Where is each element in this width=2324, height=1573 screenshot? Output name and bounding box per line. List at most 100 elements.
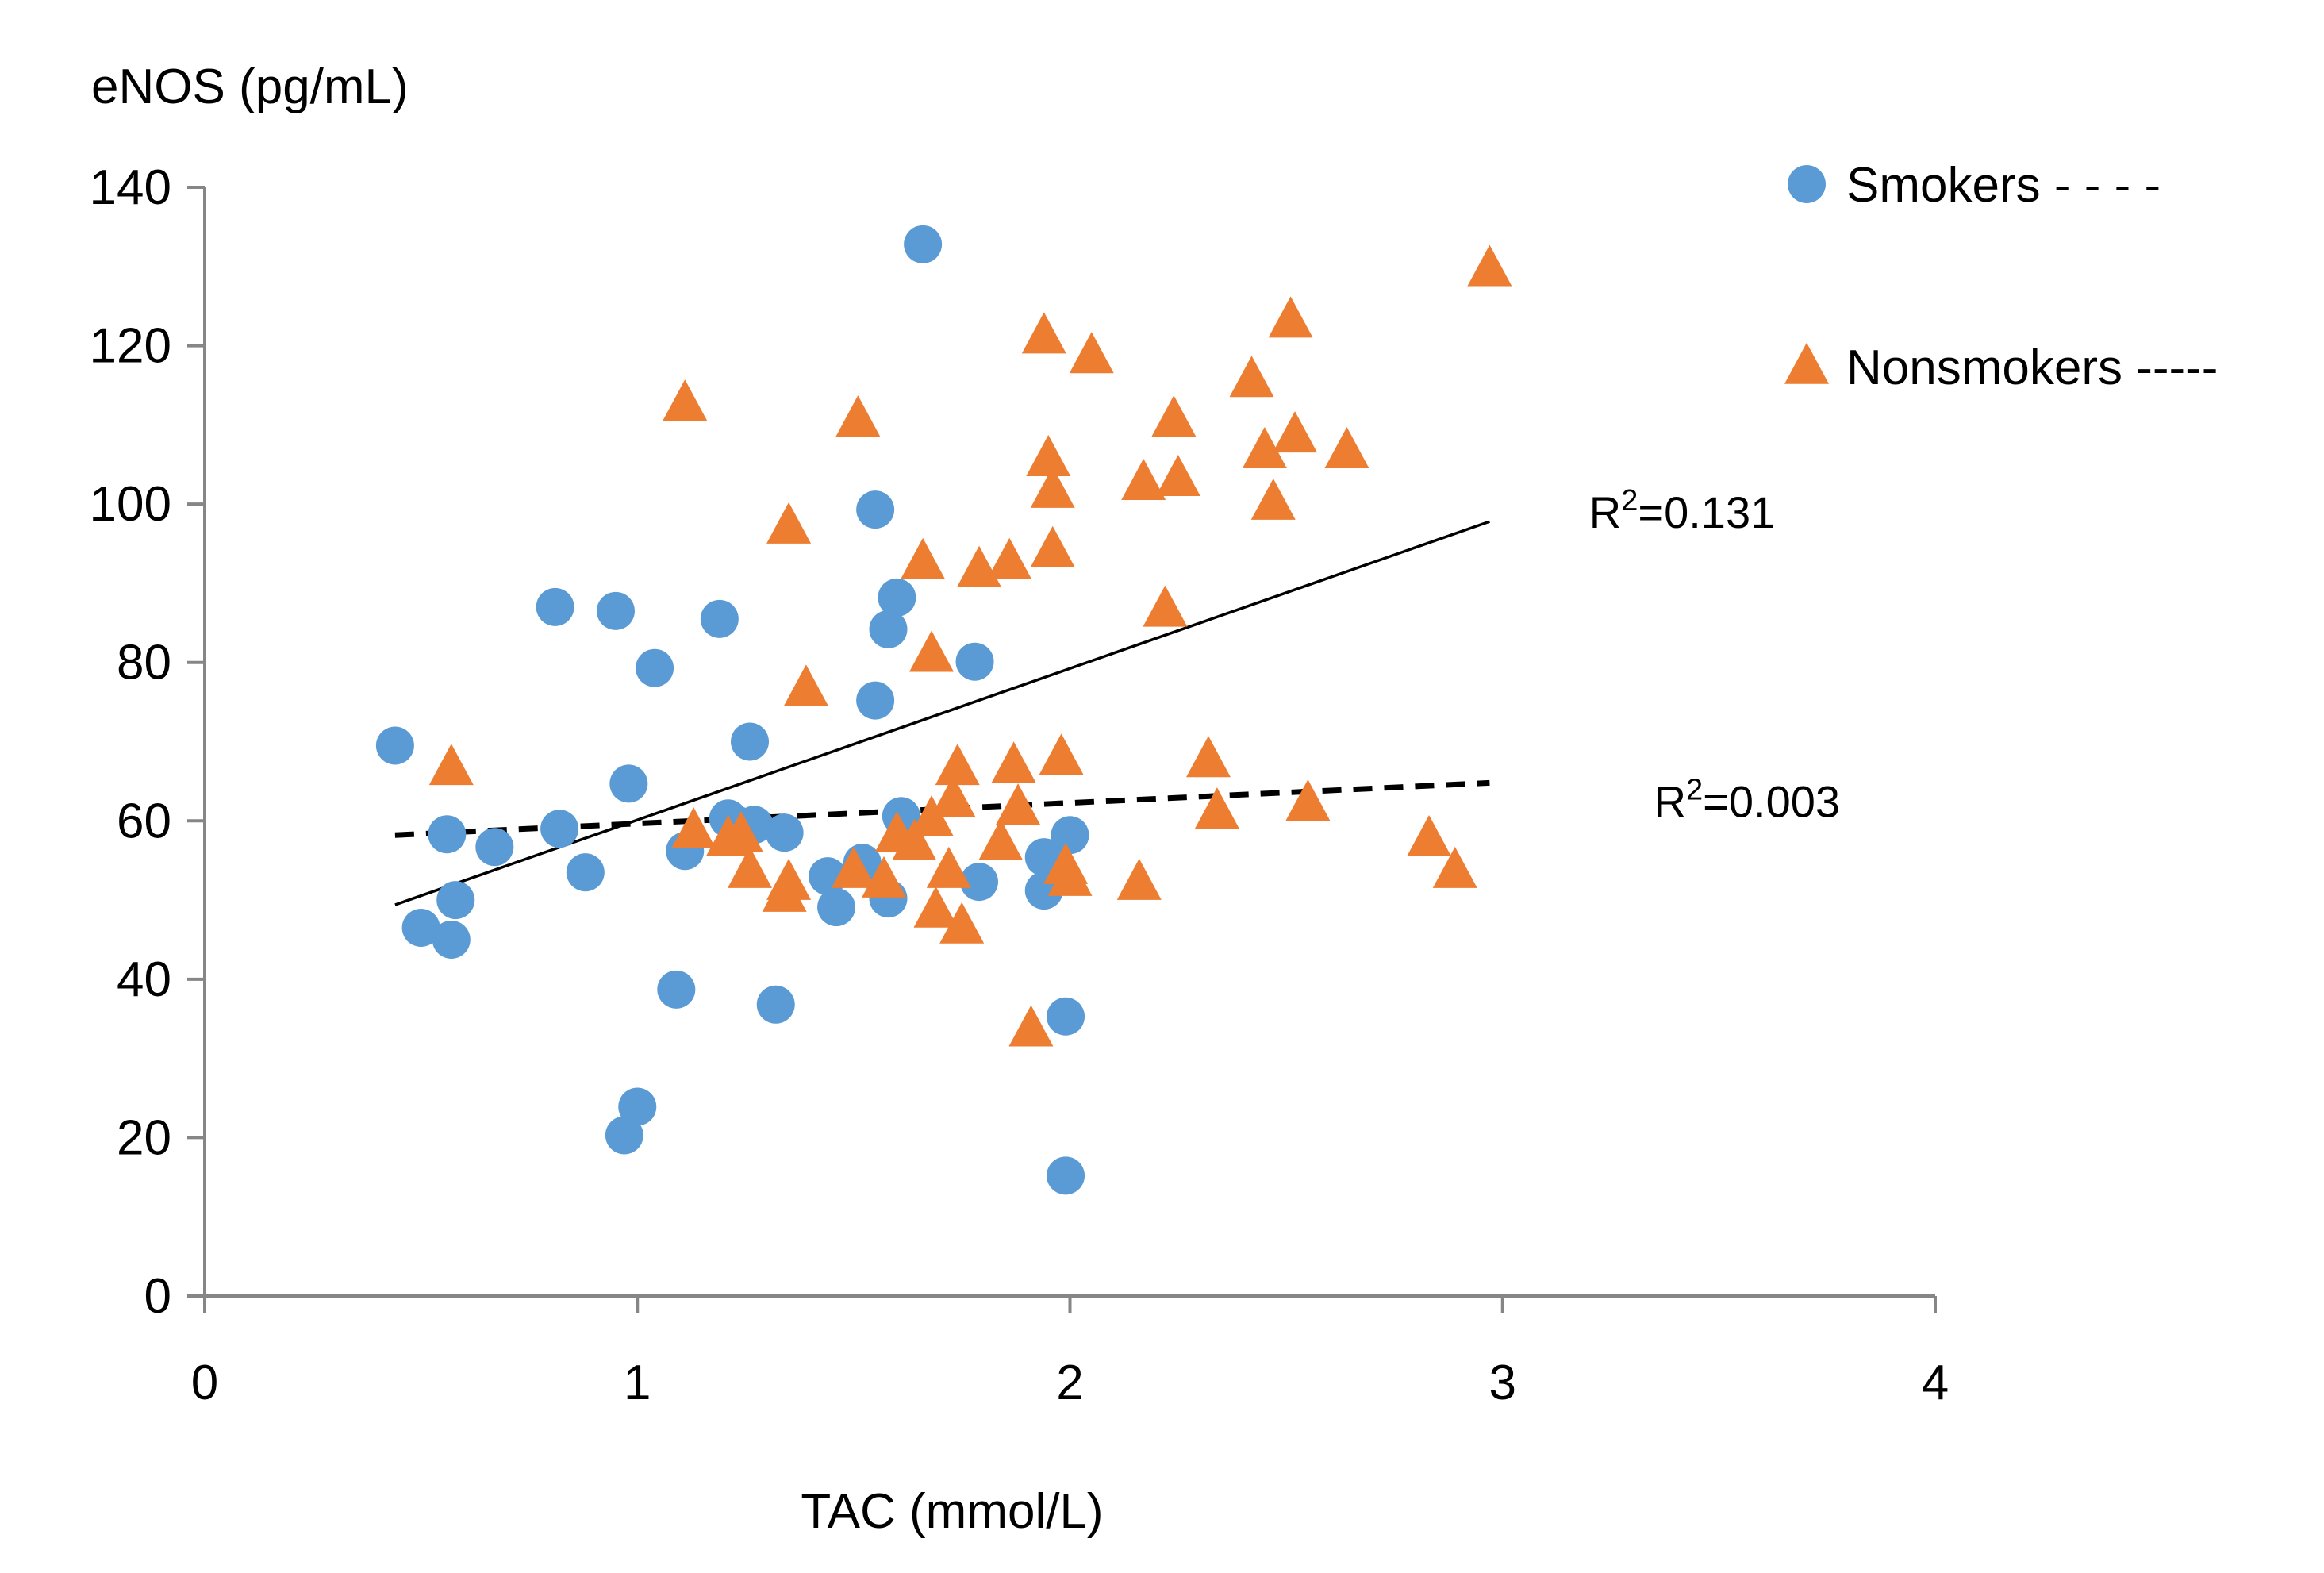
x-tick-label: 4 xyxy=(1922,1356,1949,1410)
r-squared-label: R2=0.003 xyxy=(1654,773,1840,826)
smokers-point xyxy=(432,920,471,959)
nonsmokers-point xyxy=(996,783,1041,825)
legend-nonsmokers-label: Nonsmokers ----- xyxy=(1846,340,2218,395)
nonsmokers-point xyxy=(428,744,474,786)
legend-nonsmokers-marker xyxy=(1784,342,1829,384)
nonsmokers-point xyxy=(663,379,708,421)
nonsmokers-point xyxy=(1030,525,1075,567)
smokers-point xyxy=(428,815,467,854)
smokers-point xyxy=(536,587,574,626)
nonsmokers-point xyxy=(1143,585,1188,627)
nonsmokers-point xyxy=(1242,427,1287,469)
nonsmokers-point xyxy=(1407,814,1452,856)
smokers-point xyxy=(700,599,739,638)
smokers-point xyxy=(1047,997,1085,1036)
nonsmokers-point xyxy=(926,846,971,888)
smokers-point xyxy=(475,828,514,867)
smokers-point xyxy=(609,764,648,803)
nonsmokers-point xyxy=(1250,478,1296,520)
y-tick-label: 80 xyxy=(117,636,171,690)
y-axis-title: eNOS (pg/mL) xyxy=(91,60,409,114)
legend-smokers-label: Smokers - - - - xyxy=(1846,158,2161,213)
nonsmokers-point xyxy=(1155,454,1200,496)
y-tick-label: 60 xyxy=(117,794,171,848)
smokers-point xyxy=(756,985,795,1024)
smokers-point xyxy=(436,881,475,920)
nonsmokers-point xyxy=(1116,858,1162,900)
smokers-point xyxy=(731,722,770,761)
nonsmokers-point xyxy=(935,744,980,786)
y-tick-label: 140 xyxy=(90,160,171,215)
nonsmokers-point xyxy=(978,818,1024,860)
y-tick-label: 100 xyxy=(90,477,171,532)
x-tick-label: 0 xyxy=(191,1356,218,1410)
legend: Smokers - - - - Nonsmokers ----- xyxy=(1784,158,2218,395)
smokers-point xyxy=(904,225,943,263)
smokers-point xyxy=(959,863,998,902)
x-tick-label: 2 xyxy=(1056,1356,1083,1410)
nonsmokers-point xyxy=(783,664,828,706)
y-tick-label: 0 xyxy=(144,1269,171,1324)
nonsmokers-point xyxy=(1324,427,1369,469)
nonsmokers-point xyxy=(766,502,812,544)
nonsmokers-point xyxy=(1047,854,1093,896)
smokers-point xyxy=(955,642,994,681)
nonsmokers-point xyxy=(1026,435,1071,477)
nonsmokers-point xyxy=(1273,411,1318,453)
x-axis-title: TAC (mmol/L) xyxy=(801,1484,1103,1539)
legend-smokers-marker xyxy=(1788,165,1826,203)
nonsmokers-point xyxy=(671,807,716,849)
nonsmokers-point xyxy=(719,811,764,853)
nonsmokers-point xyxy=(831,846,876,888)
nonsmokers-point xyxy=(909,630,955,672)
nonsmokers-point xyxy=(991,741,1036,783)
nonsmokers-point xyxy=(1268,296,1313,338)
nonsmokers-point xyxy=(901,537,946,579)
smokers-point xyxy=(869,610,908,648)
nonsmokers-point xyxy=(1121,458,1166,500)
smokers-point xyxy=(1047,1156,1085,1195)
r-squared-label: R2=0.131 xyxy=(1589,484,1775,537)
y-tick-label: 40 xyxy=(117,952,171,1007)
y-tick-label: 20 xyxy=(117,1110,171,1165)
smokers-point xyxy=(596,591,635,630)
smokers-point xyxy=(657,970,696,1009)
nonsmokers-point xyxy=(1030,466,1075,508)
nonsmokers-point xyxy=(835,395,881,437)
nonsmokers-point xyxy=(939,902,985,944)
nonsmokers-point xyxy=(987,537,1032,579)
nonsmokers-point xyxy=(1008,1005,1054,1047)
smokers-point xyxy=(1051,816,1089,855)
smokers-point xyxy=(618,1087,657,1126)
label-layer: eNOS (pg/mL) TAC (mmol/L) R2=0.131 R2=0.0… xyxy=(91,60,1840,1539)
nonsmokers-point xyxy=(1039,733,1084,775)
solid-trendline xyxy=(394,520,1490,906)
nonsmokers-point xyxy=(1069,332,1114,374)
nonsmokers-point xyxy=(1229,356,1274,398)
smokers-point xyxy=(605,1116,643,1155)
nonsmokers-point xyxy=(1467,244,1512,287)
nonsmokers-point xyxy=(1285,779,1331,821)
nonsmokers-point xyxy=(1185,736,1231,778)
smokers-point xyxy=(856,681,895,720)
nonsmokers-point xyxy=(1151,395,1197,437)
nonsmokers-point xyxy=(1194,787,1239,829)
smokers-point xyxy=(401,908,440,947)
y-tick-label: 120 xyxy=(90,319,171,374)
smokers-point xyxy=(817,888,856,927)
smokers-point xyxy=(540,810,579,848)
nonsmokers-point xyxy=(766,858,812,900)
x-tick-label: 3 xyxy=(1489,1356,1516,1410)
nonsmokers-point xyxy=(728,846,773,888)
series-nonsmokers xyxy=(428,244,1512,1047)
smokers-point xyxy=(566,853,605,892)
nonsmokers-point xyxy=(1021,312,1066,354)
smokers-point xyxy=(765,813,804,852)
nonsmokers-point xyxy=(931,775,976,817)
series-smokers xyxy=(375,225,1089,1195)
data-marks-layer xyxy=(375,225,1512,1195)
smokers-point xyxy=(878,578,916,617)
x-tick-label: 1 xyxy=(624,1356,651,1410)
